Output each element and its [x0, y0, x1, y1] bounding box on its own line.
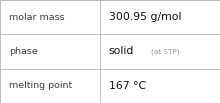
Text: phase: phase	[9, 47, 38, 56]
Text: molar mass: molar mass	[9, 13, 64, 22]
Text: melting point: melting point	[9, 81, 72, 90]
Text: 300.95 g/mol: 300.95 g/mol	[109, 12, 182, 22]
Text: (at STP): (at STP)	[151, 48, 179, 55]
Text: solid: solid	[109, 46, 134, 57]
Text: 167 °C: 167 °C	[109, 81, 146, 91]
